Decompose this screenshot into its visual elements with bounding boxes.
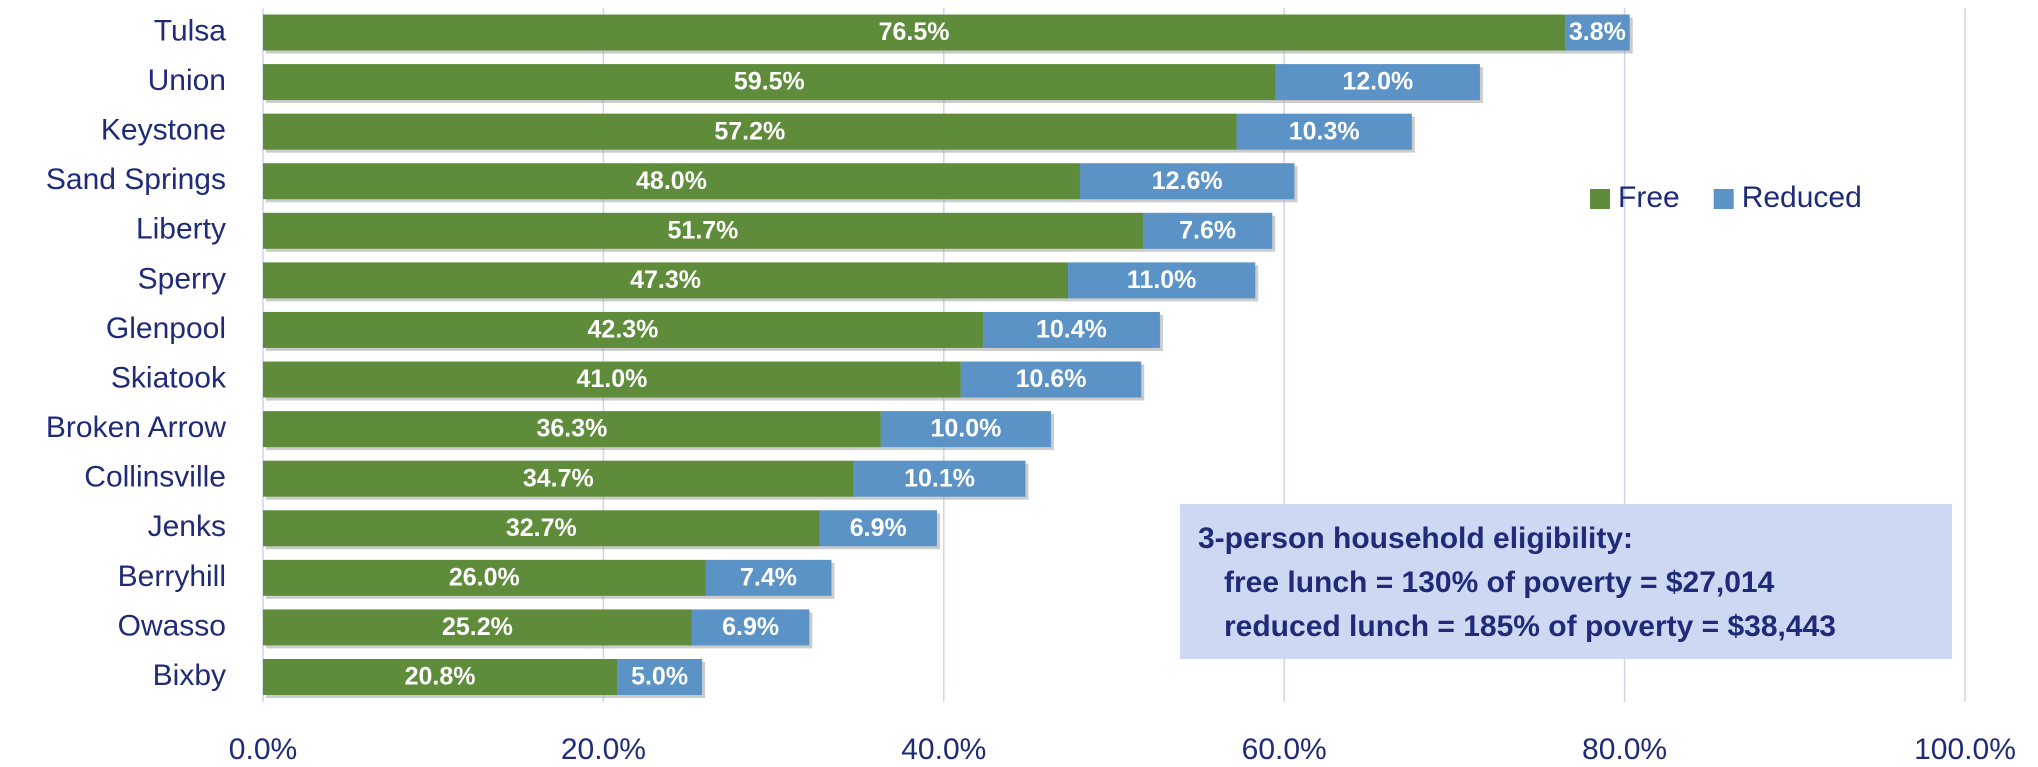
x-tick-label: 80.0% <box>1582 733 1667 766</box>
data-label: 36.3% <box>536 415 607 443</box>
bar <box>263 212 1143 249</box>
annotation-line: reduced lunch = 185% of poverty = $38,44… <box>1224 610 1836 643</box>
y-tick-label: Jenks <box>148 510 226 543</box>
data-label: 6.9% <box>850 514 907 542</box>
bar <box>263 311 983 348</box>
bar <box>960 361 1142 398</box>
data-label: 12.0% <box>1342 68 1413 96</box>
data-label: 25.2% <box>442 613 513 641</box>
bar <box>263 411 881 448</box>
bar <box>819 510 937 547</box>
data-label: 26.0% <box>449 563 520 591</box>
x-tick-label: 100.0% <box>1914 733 2016 766</box>
bar <box>1142 212 1273 249</box>
data-label: 7.6% <box>1179 216 1236 244</box>
legend-label: Free <box>1618 181 1680 214</box>
data-label: 32.7% <box>506 514 577 542</box>
y-tick-label: Skiatook <box>111 361 227 394</box>
bar <box>263 659 618 695</box>
legend-label: Reduced <box>1742 181 1862 214</box>
data-label: 7.4% <box>740 563 797 591</box>
data-label: 10.3% <box>1289 117 1360 145</box>
bar <box>263 262 1069 299</box>
y-tick-label: Union <box>148 64 226 97</box>
y-tick-label: Owasso <box>118 609 226 642</box>
y-tick-label: Keystone <box>101 114 226 147</box>
data-label: 59.5% <box>734 68 805 96</box>
data-label: 12.6% <box>1152 167 1223 195</box>
x-tick-label: 40.0% <box>901 733 986 766</box>
data-label: 76.5% <box>879 18 950 46</box>
x-tick-label: 20.0% <box>561 733 646 766</box>
bar <box>1079 163 1295 200</box>
data-label: 48.0% <box>636 167 707 195</box>
x-tick-label: 60.0% <box>1242 733 1327 766</box>
bar <box>263 14 1566 51</box>
annotation-title: 3-person household eligibility: <box>1198 522 1633 555</box>
data-label: 20.8% <box>405 663 476 691</box>
bar <box>982 311 1160 348</box>
y-tick-label: Tulsa <box>154 14 227 47</box>
bar <box>263 510 820 547</box>
y-tick-label: Berryhill <box>118 560 226 593</box>
data-label: 10.0% <box>930 415 1001 443</box>
x-tick-label: 0.0% <box>229 733 297 766</box>
bar <box>263 361 961 398</box>
y-tick-label: Glenpool <box>106 312 226 345</box>
data-label: 6.9% <box>722 613 779 641</box>
data-label: 42.3% <box>588 316 659 344</box>
y-tick-label: Broken Arrow <box>46 411 226 444</box>
bar <box>617 659 703 695</box>
y-tick-label: Collinsville <box>84 461 226 494</box>
bar <box>263 559 706 596</box>
bar <box>880 411 1052 448</box>
data-label: 10.4% <box>1036 316 1107 344</box>
data-label: 57.2% <box>714 117 785 145</box>
y-tick-label: Liberty <box>136 213 226 246</box>
bar <box>1565 14 1630 51</box>
bar <box>263 64 1276 101</box>
data-label: 34.7% <box>523 464 594 492</box>
bar <box>1068 262 1256 299</box>
bar <box>1236 113 1412 150</box>
y-tick-label: Bixby <box>153 659 226 692</box>
data-label: 10.6% <box>1016 365 1087 393</box>
data-label: 47.3% <box>630 266 701 294</box>
legend-swatch <box>1590 189 1610 209</box>
y-tick-label: Sand Springs <box>46 163 226 196</box>
bar <box>1275 64 1480 101</box>
legend-swatch <box>1713 189 1734 209</box>
data-label: 10.1% <box>904 464 975 492</box>
annotation-line: free lunch = 130% of poverty = $27,014 <box>1224 566 1775 599</box>
bar <box>691 609 810 646</box>
bar <box>705 559 832 596</box>
bar <box>263 163 1080 200</box>
annotation-box <box>1180 504 1952 659</box>
bar <box>263 609 692 646</box>
data-label: 11.0% <box>1127 266 1197 294</box>
data-label: 41.0% <box>576 365 647 393</box>
data-label: 3.8% <box>1569 18 1626 46</box>
data-label: 5.0% <box>631 663 688 691</box>
bar <box>853 460 1026 497</box>
bar <box>263 113 1237 150</box>
bar <box>263 460 854 497</box>
y-tick-label: Sperry <box>138 262 226 295</box>
data-label: 51.7% <box>668 216 739 244</box>
